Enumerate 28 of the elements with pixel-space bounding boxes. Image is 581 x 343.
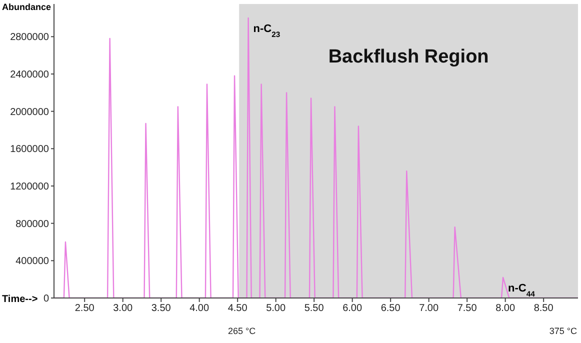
x-tick-label: 5.50 [304,303,324,314]
y-tick-label: 1200000 [10,182,50,193]
x-tick-label: 6.00 [342,303,363,314]
y-tick-label: 2000000 [10,106,50,118]
y-tick-label: 2400000 [10,70,50,81]
y-axis-title: Abundance [2,2,52,12]
x-tick-label: 7.50 [457,303,478,314]
annotation: n-C$_{44}$ [508,282,536,298]
x-tick-label: 8.00 [496,303,516,314]
x-tick-label: 6.50 [380,303,401,314]
y-tick-label: 0 [43,294,50,305]
y-tick-label: 800000 [16,218,50,230]
x-tick-label: 3.00 [113,303,134,314]
x-tick-label: 8.50 [534,303,554,314]
x-tick-label: 3.50 [151,303,172,314]
x-tick-label: 5.00 [266,303,286,314]
y-tick-label: 2800000 [10,32,50,44]
band-label: Backflush Region [328,46,489,68]
x-tick-label: 4.50 [228,303,248,314]
y-tick-label: 400000 [16,256,50,268]
annotation: n-C$_{23}$ [253,23,280,38]
x-tick-label: 2.50 [74,303,95,314]
y-tick-label: 1600000 [10,144,50,156]
x-tick-label: 7.00 [419,303,439,314]
text: 375 °C [549,326,577,336]
x-tick-label: 4.00 [190,303,210,314]
x-axis-title: Time--> [2,294,38,305]
text: 265 °C [228,326,256,336]
